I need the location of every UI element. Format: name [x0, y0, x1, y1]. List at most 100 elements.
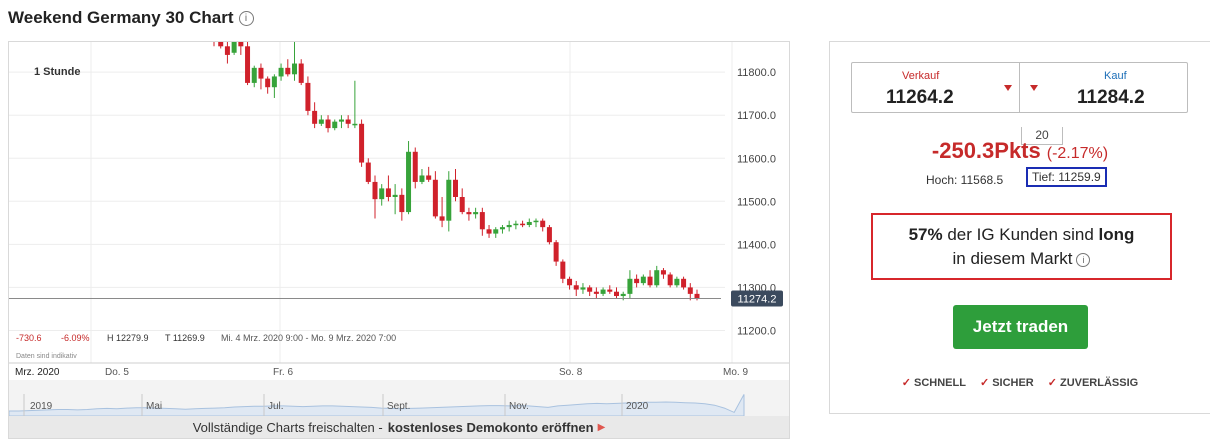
info-icon[interactable]: i: [238, 11, 254, 26]
y-tick-label: 11500.0: [737, 196, 776, 208]
nav-tick-label: Nov.: [509, 401, 529, 412]
unlock-charts-bar[interactable]: Vollständige Charts freischalten - koste…: [9, 416, 789, 438]
candle-body: [258, 67, 264, 79]
badge-reliable: ✓ ZUVERLÄSSIG: [1047, 377, 1139, 389]
badge-fast: ✓ SCHNELL: [901, 377, 966, 389]
candle-body: [587, 287, 593, 292]
candles: [213, 42, 700, 301]
change-points: -250.3Pkts: [931, 138, 1041, 163]
candle-body: [459, 197, 465, 213]
price-box: Verkauf 11264.2 Kauf 11284.2 20: [851, 62, 1188, 145]
candle-body: [426, 175, 432, 180]
candle-body: [325, 119, 331, 129]
candle-body: [419, 175, 425, 182]
candle-body: [352, 123, 358, 126]
candle-body: [278, 67, 284, 77]
current-price-tag: [731, 290, 783, 307]
candle-body: [553, 242, 559, 262]
candle-body: [560, 261, 566, 279]
sentiment-direction: long: [1098, 225, 1135, 244]
candle-body: [473, 212, 479, 215]
stat-change: -730.6: [16, 333, 42, 343]
candle-body: [332, 121, 338, 129]
candle-body: [406, 151, 412, 213]
nav-tick-label: Sept.: [387, 401, 410, 412]
navigator-axis: 2019 Mai Jul. Sept. Nov. 2020: [23, 394, 649, 416]
candle-body: [285, 67, 291, 75]
x-tick-label: Fr. 6: [273, 367, 293, 378]
candle-body: [520, 223, 526, 226]
candle-body: [580, 287, 586, 290]
buy-label: Kauf: [1104, 70, 1127, 82]
checkmark-icon: ✓: [979, 377, 990, 389]
checkmark-icon: ✓: [901, 377, 912, 389]
sentiment-pct: 57%: [908, 225, 943, 244]
candle-body: [298, 63, 304, 83]
change-pct: (-2.17%): [1046, 145, 1109, 162]
candle-body: [338, 119, 344, 122]
candle-body: [634, 278, 640, 284]
candle-body: [493, 229, 499, 234]
candle-body: [318, 119, 324, 124]
checkmark-icon: ✓: [1047, 377, 1057, 389]
candle-body: [654, 270, 660, 286]
buy-price[interactable]: 11284.2: [1077, 87, 1145, 108]
candle-body: [399, 194, 405, 213]
candle-body: [614, 291, 619, 297]
candle-body: [647, 276, 653, 286]
client-sentiment-box: 57% der IG Kunden sind long in diesem Ma…: [871, 213, 1172, 280]
candle-body: [224, 46, 230, 55]
candle-body: [526, 221, 532, 225]
sell-price[interactable]: 11264.2: [886, 87, 954, 108]
candle-body: [499, 227, 505, 230]
x-axis: Mrz. 2020 Do. 5 Fr. 6 So. 8 Mo. 9: [15, 367, 748, 378]
arrow-right-icon: ▶: [597, 421, 606, 433]
stat-low: T 11269.9: [165, 333, 205, 343]
stat-range: Mi. 4 Mrz. 2020 9:00 - Mo. 9 Mrz. 2020 7…: [221, 333, 396, 343]
candle-body: [573, 285, 579, 290]
candle-body: [681, 278, 687, 288]
demo-account-link[interactable]: kostenloses Demokonto eröffnen: [387, 419, 594, 435]
navigator-area: [9, 394, 745, 416]
y-tick-label: 11700.0: [737, 110, 776, 122]
candle-body: [513, 223, 519, 226]
candle-body: [600, 289, 606, 294]
trust-badges: ✓ SCHNELL ✓ SICHER ✓ ZUVERLÄSSIG: [830, 376, 1210, 389]
nav-tick-label: 2020: [626, 401, 649, 412]
interval-label[interactable]: 1 Stunde: [34, 66, 80, 78]
x-tick-label: So. 8: [559, 367, 583, 378]
chart-panel[interactable]: 11200.0 11300.0 11400.0 11500.0 11600.0 11700…: [8, 41, 790, 439]
sell-direction-icon: [1004, 85, 1012, 91]
candle-body: [439, 216, 445, 221]
high-value: Hoch: 11568.5: [926, 173, 1004, 187]
candle-body: [620, 293, 626, 297]
spread-value: 20: [1021, 127, 1063, 145]
page-title: Weekend Germany 30 Chart i: [8, 8, 254, 28]
candle-body: [392, 194, 398, 197]
price-chart[interactable]: 11200.011300.011400.011500.011600.011700…: [9, 42, 789, 416]
candle-body: [567, 278, 573, 286]
deal-panel: Verkauf 11264.2 Kauf 11284.2 20 -250.3Pk…: [829, 41, 1210, 414]
candle-body: [466, 212, 472, 215]
candle-body: [432, 179, 438, 217]
candle-body: [218, 42, 224, 47]
candle-body: [540, 220, 546, 228]
nav-tick-label: Jul.: [268, 401, 284, 412]
candle-body: [359, 123, 365, 163]
info-icon[interactable]: i: [1076, 252, 1091, 267]
sentiment-text-2: in diesem Markt: [952, 249, 1073, 268]
candle-body: [607, 289, 613, 292]
unlock-text: Vollständige Charts freischalten -: [192, 419, 383, 435]
x-tick-label: Mo. 9: [723, 367, 748, 378]
candle-body: [412, 151, 418, 182]
title-text: Weekend Germany 30 Chart: [8, 8, 234, 27]
buy-direction-icon: [1030, 85, 1038, 91]
trade-now-button[interactable]: Jetzt traden: [953, 305, 1088, 349]
candle-body: [379, 188, 385, 200]
daily-change: -250.3Pkts (-2.17%): [830, 138, 1210, 164]
candle-body: [345, 119, 351, 124]
nav-tick-label: 2019: [30, 401, 53, 412]
candle-body: [533, 220, 539, 223]
candle-body: [251, 67, 257, 83]
sell-label: Verkauf: [902, 70, 940, 82]
